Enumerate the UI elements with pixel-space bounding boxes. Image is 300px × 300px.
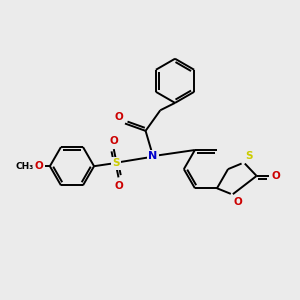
Text: S: S [112,158,120,168]
Text: S: S [245,152,253,161]
Text: O: O [114,181,123,191]
Text: O: O [109,136,118,146]
Text: CH₃: CH₃ [15,162,33,171]
Text: O: O [271,171,280,181]
Text: O: O [233,196,242,206]
Text: O: O [35,161,44,171]
Text: O: O [114,112,123,122]
Text: N: N [148,151,158,161]
